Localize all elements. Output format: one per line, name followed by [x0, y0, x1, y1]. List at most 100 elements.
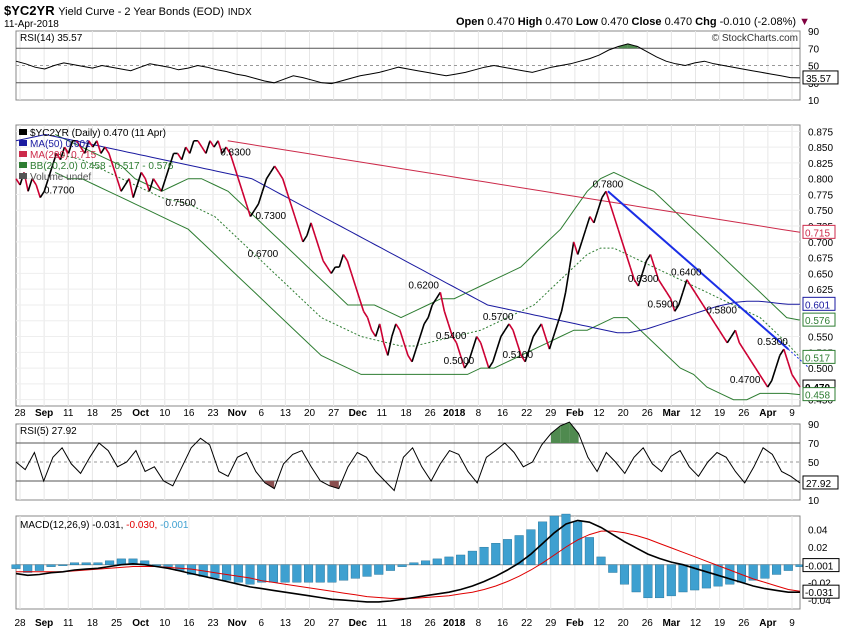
price-segment [532, 329, 538, 337]
bb-mid-line [55, 152, 801, 358]
x-tick-label: 8 [476, 408, 482, 419]
x-tick-label: 16 [497, 408, 509, 419]
price-segment [374, 323, 381, 337]
price-segment [358, 298, 365, 312]
price-segment [787, 361, 793, 375]
rsi14-last-badge [802, 70, 839, 85]
macd-histogram-bar [327, 564, 337, 583]
price-segment [682, 279, 688, 293]
price-segment [31, 178, 37, 186]
macd-label-part: -0.030, [126, 520, 160, 531]
price-segment [237, 178, 244, 192]
macd-histogram-bar [526, 529, 536, 565]
x-tick-label: 22 [521, 408, 533, 419]
macd-label-part: -0.031, [92, 520, 126, 531]
macd-histogram-bar [573, 521, 583, 565]
x-tick-label: 6 [258, 618, 264, 629]
macd-histogram-bar [467, 550, 477, 565]
legend-item: $YC2YR (Daily) 0.470 (11 Apr) [30, 128, 166, 139]
macd-histogram-bar [11, 564, 21, 569]
price-segment [686, 279, 692, 287]
x-tick-label: Nov [228, 408, 247, 419]
price-segment [419, 323, 425, 337]
price-y-tick: 0.650 [808, 269, 833, 280]
price-segment [55, 152, 62, 161]
price-annotation: 0.8300 [220, 148, 251, 159]
price-segment [568, 241, 575, 268]
price-annotation: 0.4700 [730, 375, 761, 386]
price-segment [249, 209, 256, 217]
x-tick-label: 26 [642, 618, 654, 629]
copyright-text: © StockCharts.com [712, 33, 798, 44]
price-y-tick: 0.700 [808, 238, 833, 249]
price-segment [576, 241, 583, 255]
price-segment [205, 140, 211, 154]
x-tick-label: 12 [593, 618, 605, 629]
x-tick-label: 25 [111, 408, 123, 419]
x-tick-label: 11 [377, 618, 388, 629]
price-segment [63, 146, 70, 154]
price-segment [221, 146, 227, 154]
price-segment [100, 146, 106, 154]
price-y-tick: 0.550 [808, 333, 833, 344]
chg-value: -0.010 (-2.08%) [719, 16, 797, 28]
price-segment [609, 203, 615, 217]
price-y-tick: 0.500 [808, 364, 833, 375]
price-segment [754, 367, 761, 375]
legend-item: MA(200) 0.715 [30, 150, 97, 161]
price-segment [762, 380, 769, 388]
low-value: 0.470 [600, 16, 629, 28]
rsi14-y-tick: 70 [808, 44, 820, 55]
x-tick-label: 28 [14, 408, 26, 419]
price-badge-value: 0.576 [805, 316, 830, 327]
price-segment [96, 140, 102, 154]
macd-histogram-bar [666, 564, 676, 597]
price-segment [492, 348, 498, 363]
price-segment [722, 336, 728, 344]
macd-histogram-bar [397, 564, 407, 567]
price-segment [346, 260, 353, 274]
price-segment [447, 323, 454, 337]
price-segment [548, 336, 555, 350]
price-segment [108, 153, 114, 167]
macd-histogram-bar [444, 556, 454, 565]
rsi14-y-tick: 50 [808, 62, 820, 73]
macd-histogram-bar [772, 564, 782, 575]
price-annotation: 0.7300 [256, 211, 287, 222]
macd-histogram-bar [362, 564, 372, 577]
price-segment [278, 171, 284, 180]
rsi5-last-badge [802, 475, 839, 490]
macd-histogram-bar [210, 564, 220, 579]
price-segment [783, 348, 789, 363]
chart-title: Yield Curve - 2 Year Bonds (EOD) [58, 6, 225, 18]
x-tick-label: Feb [566, 618, 584, 629]
price-segment [407, 355, 413, 363]
chart-symbol: $YC2YR Yield Curve - 2 Year Bonds (EOD) … [4, 3, 252, 18]
x-tick-label: 22 [521, 618, 533, 629]
macd-histogram-bar [783, 564, 793, 571]
price-segment [451, 336, 458, 344]
x-tick-label: 29 [545, 408, 557, 419]
macd-histogram-bar [58, 564, 68, 566]
price-segment [484, 355, 490, 369]
price-segment [326, 266, 332, 274]
price-badge [802, 296, 836, 311]
price-segment [605, 191, 611, 205]
macd-y-tick: 0.04 [808, 525, 828, 536]
price-segment [742, 348, 749, 356]
price-segment [617, 228, 623, 243]
macd-y-tick: 0.02 [808, 543, 828, 554]
price-segment [730, 329, 737, 337]
legend-swatch [19, 173, 27, 179]
x-tick-label: 11 [377, 408, 388, 419]
price-segment [734, 329, 741, 344]
price-segment [15, 178, 21, 186]
price-segment [415, 336, 421, 350]
price-y-tick: 0.825 [808, 159, 833, 170]
price-segment [314, 235, 320, 249]
price-annotation: 0.6200 [408, 280, 439, 291]
rsi5-overbought-fill [569, 422, 579, 443]
macd-badge-value: -0.001 [805, 562, 834, 573]
price-segment [39, 190, 45, 199]
x-tick-label: Dec [349, 618, 368, 629]
